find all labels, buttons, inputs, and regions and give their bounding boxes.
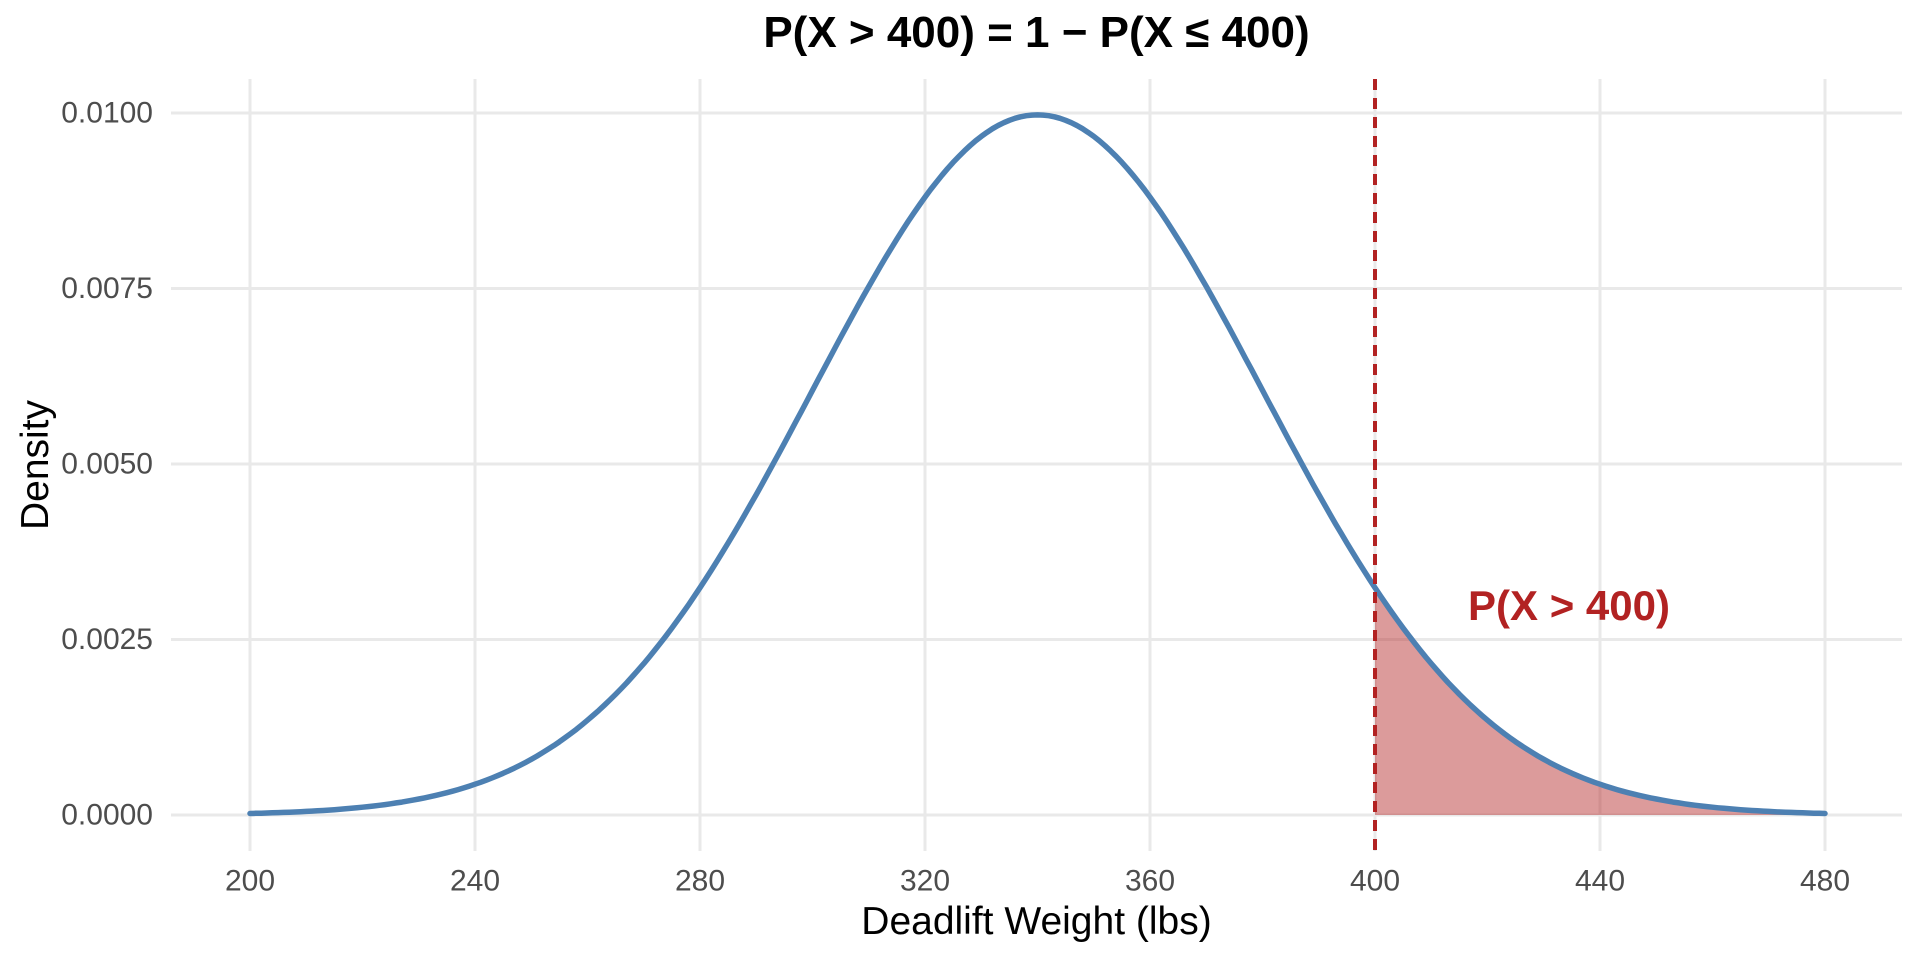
y-tick-label: 0.0025 — [61, 623, 153, 656]
x-tick-label: 400 — [1350, 865, 1400, 898]
gridlines — [171, 79, 1902, 851]
x-tick-label: 320 — [900, 865, 950, 898]
density-curve — [247, 112, 1828, 817]
x-tick-label: 360 — [1125, 865, 1175, 898]
tail-probability-annotation: P(X > 400) — [1468, 582, 1670, 629]
y-tick-label: 0.0000 — [61, 799, 153, 832]
y-axis-title: Density — [14, 399, 57, 531]
y-tick-label: 0.0050 — [61, 448, 153, 481]
y-tick-label: 0.0100 — [61, 97, 153, 130]
x-tick-label: 240 — [450, 865, 500, 898]
x-tick-label: 280 — [675, 865, 725, 898]
y-tick-label: 0.0075 — [61, 272, 153, 305]
x-tick-label: 480 — [1800, 865, 1850, 898]
x-axis-title: Deadlift Weight (lbs) — [861, 900, 1212, 943]
plot-title: P(X > 400) = 1 − P(X ≤ 400) — [763, 8, 1310, 57]
shaded-tail-area — [1375, 587, 1825, 815]
x-tick-label: 440 — [1575, 865, 1625, 898]
x-tick-label: 200 — [225, 865, 275, 898]
